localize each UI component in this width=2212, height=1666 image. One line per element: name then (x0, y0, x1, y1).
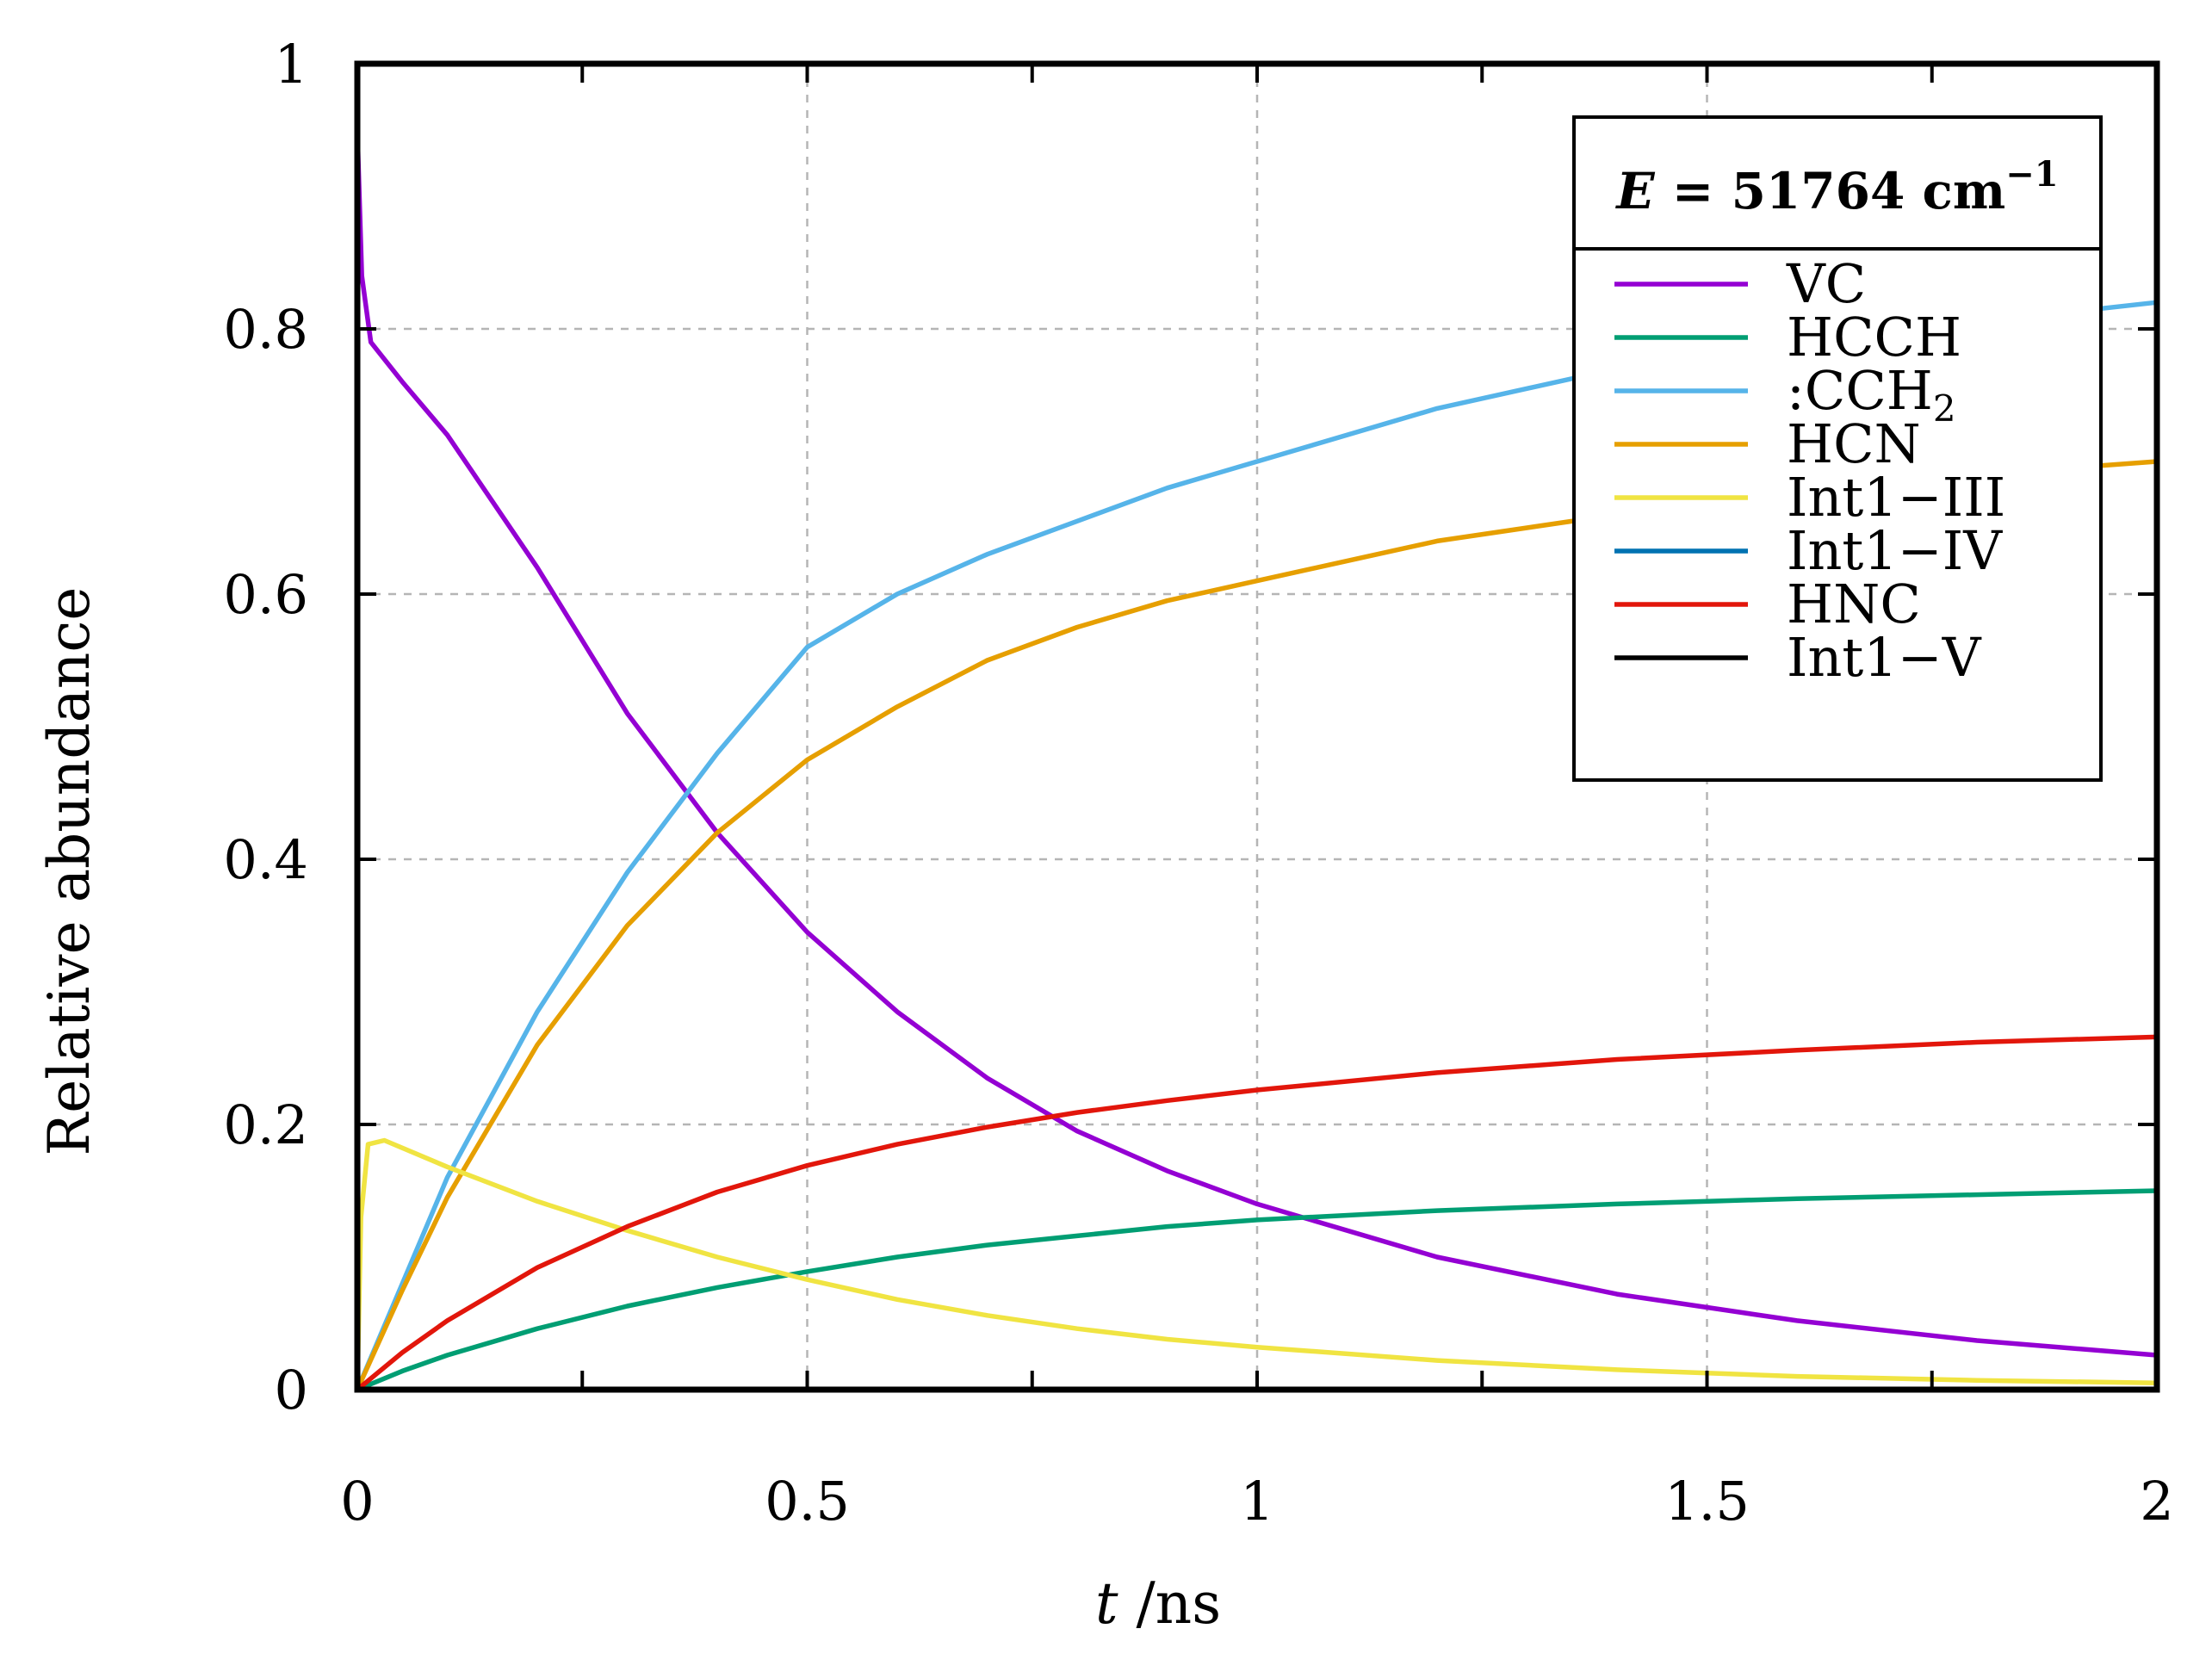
legend-label: HCN (1787, 412, 1921, 475)
series-line-int1-iii (355, 1137, 2158, 1390)
legend-label: HNC (1787, 573, 1921, 635)
legend-title: E = 51764 cm−1 (1614, 154, 2058, 220)
series-line-hcch (356, 1188, 2158, 1392)
x-tick-label: 1 (1240, 1470, 1273, 1533)
legend-label-subscript: 2 (1933, 387, 1956, 430)
legend: E = 51764 cm−1 VCHCCH:CCH2HCNInt1−IIIInt… (1572, 115, 2103, 782)
y-tick-label: 0.4 (223, 828, 308, 891)
legend-title-exponent: −1 (2005, 154, 2058, 195)
plot-frame (354, 60, 2160, 1393)
legend-label: Int1−V (1787, 626, 1982, 689)
x-axis-variable: t (1095, 1570, 1118, 1637)
x-axis-unit: /ns (1118, 1570, 1221, 1637)
series-line-hnc (356, 1034, 2158, 1392)
x-tick-label: 0.5 (765, 1470, 850, 1533)
series-line-vc (355, 129, 2158, 1358)
x-tick-label: 0 (340, 1470, 374, 1533)
y-tick-label: 0.2 (223, 1093, 308, 1156)
legend-label: HCCH (1787, 306, 1961, 369)
legend-label: Int1−III (1787, 466, 2005, 529)
x-tick-label: 2 (2140, 1470, 2173, 1533)
legend-label: :CCH2 (1787, 359, 1956, 430)
legend-title-value: = 51764 cm (1655, 162, 2006, 220)
x-axis-label: t /ns (1095, 1570, 1221, 1637)
x-tick-label: 1.5 (1664, 1470, 1750, 1533)
tick-labels: 0 0.5 1 1.5 2 0 0.2 0.4 0.6 0.8 1 (223, 33, 2173, 1533)
y-tick-label: 0.6 (223, 563, 308, 626)
y-axis-label: Relative abundance (36, 587, 102, 1156)
grid (357, 64, 2157, 1390)
legend-title-variable: E (1614, 162, 1655, 220)
y-tick-label: 0.8 (223, 298, 308, 361)
legend-box (1572, 115, 2103, 782)
legend-label: Int1−IV (1787, 519, 2003, 582)
y-tick-label: 1 (275, 33, 308, 96)
y-tick-label: 0 (275, 1359, 308, 1421)
legend-label: VC (1786, 252, 1866, 315)
